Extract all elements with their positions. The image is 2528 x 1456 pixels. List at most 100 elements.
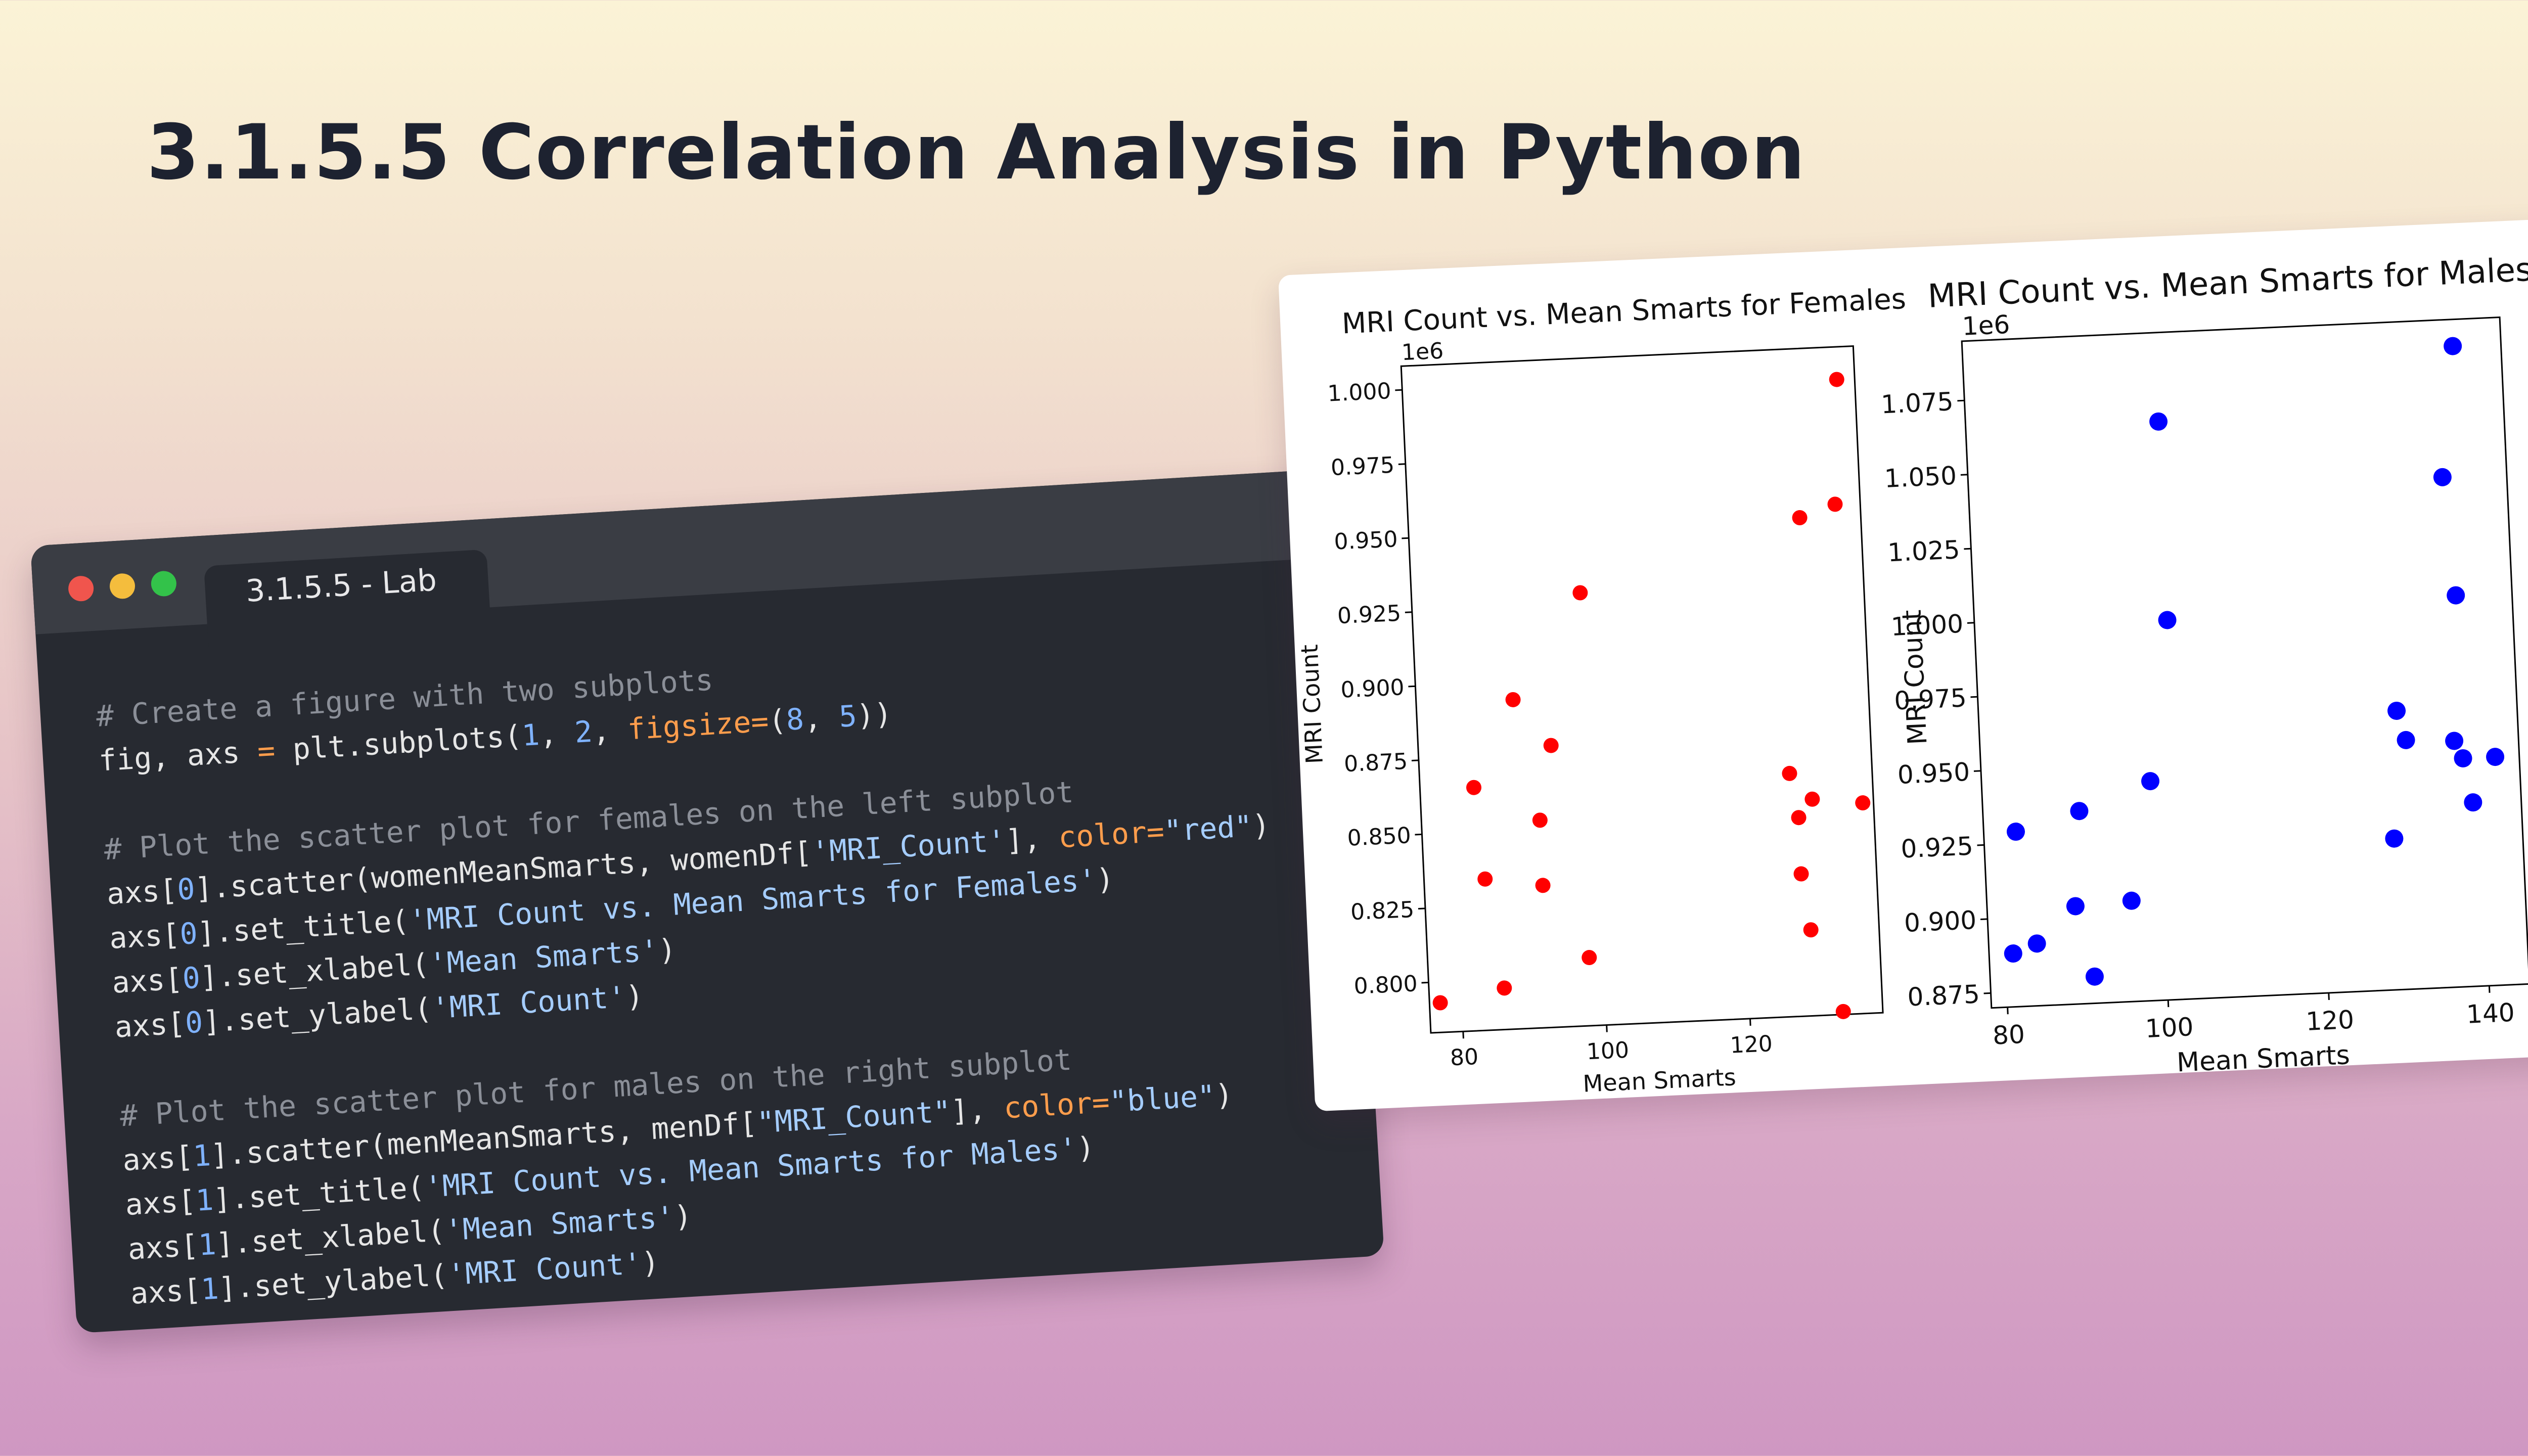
y-tick-label: 0.900: [1340, 674, 1405, 703]
data-point: [1829, 372, 1844, 387]
code-token: color=: [1057, 814, 1165, 855]
code-token: 'MRI Count': [431, 979, 627, 1026]
data-point: [2027, 934, 2046, 953]
data-point: [2464, 793, 2482, 812]
plot-frame: [1961, 316, 2528, 1009]
code-token: "MRI_Count": [756, 1094, 952, 1140]
y-tick-mark: [1411, 759, 1419, 761]
code-token: ],: [1004, 820, 1060, 858]
data-point: [2444, 337, 2462, 355]
code-token: 1: [197, 1226, 217, 1262]
data-point: [1855, 795, 1871, 811]
x-tick-label: 100: [1586, 1037, 1630, 1065]
code-token: 2: [573, 714, 594, 750]
data-point: [1432, 995, 1448, 1011]
window-titlebar: 3.1.5.5 - Lab: [30, 468, 1343, 647]
code-token: ].set_xlabel(: [199, 946, 430, 995]
y-tick-label: 0.850: [1347, 823, 1412, 851]
code-token: ],: [950, 1090, 1005, 1128]
code-token: ,: [802, 699, 840, 736]
y-tick-label: 0.925: [1900, 831, 1974, 863]
code-token: ,: [591, 712, 629, 749]
close-window-button[interactable]: [67, 575, 95, 602]
maximize-window-button[interactable]: [150, 570, 177, 597]
y-tick-mark: [1405, 611, 1412, 613]
code-token: "red": [1163, 808, 1253, 848]
matplotlib-figure: MRI Count vs. Mean Smarts for Females 1e6…: [1278, 218, 2528, 1112]
data-point: [2397, 731, 2415, 749]
y-tick-label: 0.800: [1353, 971, 1418, 999]
data-point: [2149, 412, 2168, 431]
code-token: axs[: [126, 1227, 200, 1266]
code-token: 1: [195, 1182, 214, 1218]
code-token: axs[: [121, 1139, 194, 1178]
code-token: 'Mean Smarts': [428, 933, 660, 981]
y-axis-label: MRI Count: [1897, 609, 1933, 746]
code-token: ): [673, 1198, 693, 1234]
data-point: [1827, 496, 1843, 512]
code-token: 8: [785, 701, 805, 737]
x-tick-mark: [2167, 1000, 2170, 1008]
y-tick-label: 0.875: [1907, 979, 1980, 1012]
code-token: ): [624, 978, 645, 1014]
code-token: ].set_ylabel(: [202, 991, 433, 1039]
data-point: [2385, 829, 2404, 848]
code-body[interactable]: # Create a figure with two subplots fig, …: [95, 620, 1374, 1316]
data-point: [2006, 823, 2025, 841]
x-tick-label: 120: [2305, 1005, 2355, 1036]
code-token: axs[: [129, 1272, 202, 1311]
data-point: [2085, 967, 2104, 986]
y-axis-label: MRI Count: [1296, 644, 1328, 765]
code-token: 1: [200, 1271, 220, 1307]
code-editor-window: 3.1.5.5 - Lab # Create a figure with two…: [30, 468, 1384, 1334]
data-point: [2070, 802, 2089, 821]
y-tick-label: 0.925: [1337, 601, 1402, 629]
y-tick-mark: [1418, 907, 1426, 910]
chart-title: MRI Count vs. Mean Smarts for Males: [1927, 251, 2528, 315]
minimize-window-button[interactable]: [109, 572, 136, 600]
axis-offset-label: 1e6: [1401, 338, 1444, 366]
code-token: 0: [178, 916, 199, 951]
y-tick-label: 0.950: [1333, 526, 1398, 555]
code-token: ): [1251, 807, 1271, 843]
code-token: ].set_title(: [196, 903, 410, 950]
y-tick-mark: [1980, 918, 1988, 920]
x-tick-label: 140: [2466, 998, 2515, 1029]
code-token: 0: [176, 871, 196, 907]
y-tick-mark: [1957, 399, 1965, 402]
code-token: axs[: [113, 1006, 187, 1044]
data-point: [1791, 810, 1807, 826]
code-token: axs[: [106, 873, 178, 912]
y-tick-label: 0.900: [1904, 905, 1977, 938]
code-token: (: [768, 703, 787, 738]
data-point: [1497, 980, 1512, 996]
data-point: [2141, 772, 2160, 791]
code-token: )): [855, 696, 893, 733]
code-token: ): [1095, 861, 1115, 897]
x-axis-label: Mean Smarts: [2176, 1040, 2351, 1078]
x-tick-label: 100: [2145, 1012, 2194, 1043]
code-token: 'Mean Smarts': [444, 1199, 675, 1248]
y-tick-mark: [1398, 463, 1406, 465]
code-token: 1: [192, 1138, 212, 1173]
code-token: axs[: [124, 1183, 197, 1222]
data-point: [1477, 871, 1493, 887]
data-point: [1572, 585, 1588, 601]
code-token: "blue": [1108, 1078, 1216, 1119]
data-point: [2004, 944, 2022, 963]
data-point: [1782, 765, 1797, 781]
slide-title: 3.1.5.5 Correlation Analysis in Python: [147, 109, 1807, 197]
y-tick-mark: [1415, 833, 1422, 836]
y-tick-label: 0.975: [1330, 452, 1395, 481]
code-token: axs[: [111, 961, 184, 1000]
data-point: [2445, 732, 2464, 750]
x-tick-label: 80: [1450, 1044, 1479, 1071]
y-tick-label: 0.975: [1893, 683, 1967, 715]
data-point: [2122, 891, 2141, 910]
data-point: [2454, 749, 2472, 767]
y-tick-label: 1.000: [1890, 609, 1964, 642]
data-point: [1466, 780, 1481, 795]
tab-lab[interactable]: 3.1.5.5 - Lab: [203, 549, 491, 647]
y-tick-label: 1.050: [1884, 461, 1958, 493]
